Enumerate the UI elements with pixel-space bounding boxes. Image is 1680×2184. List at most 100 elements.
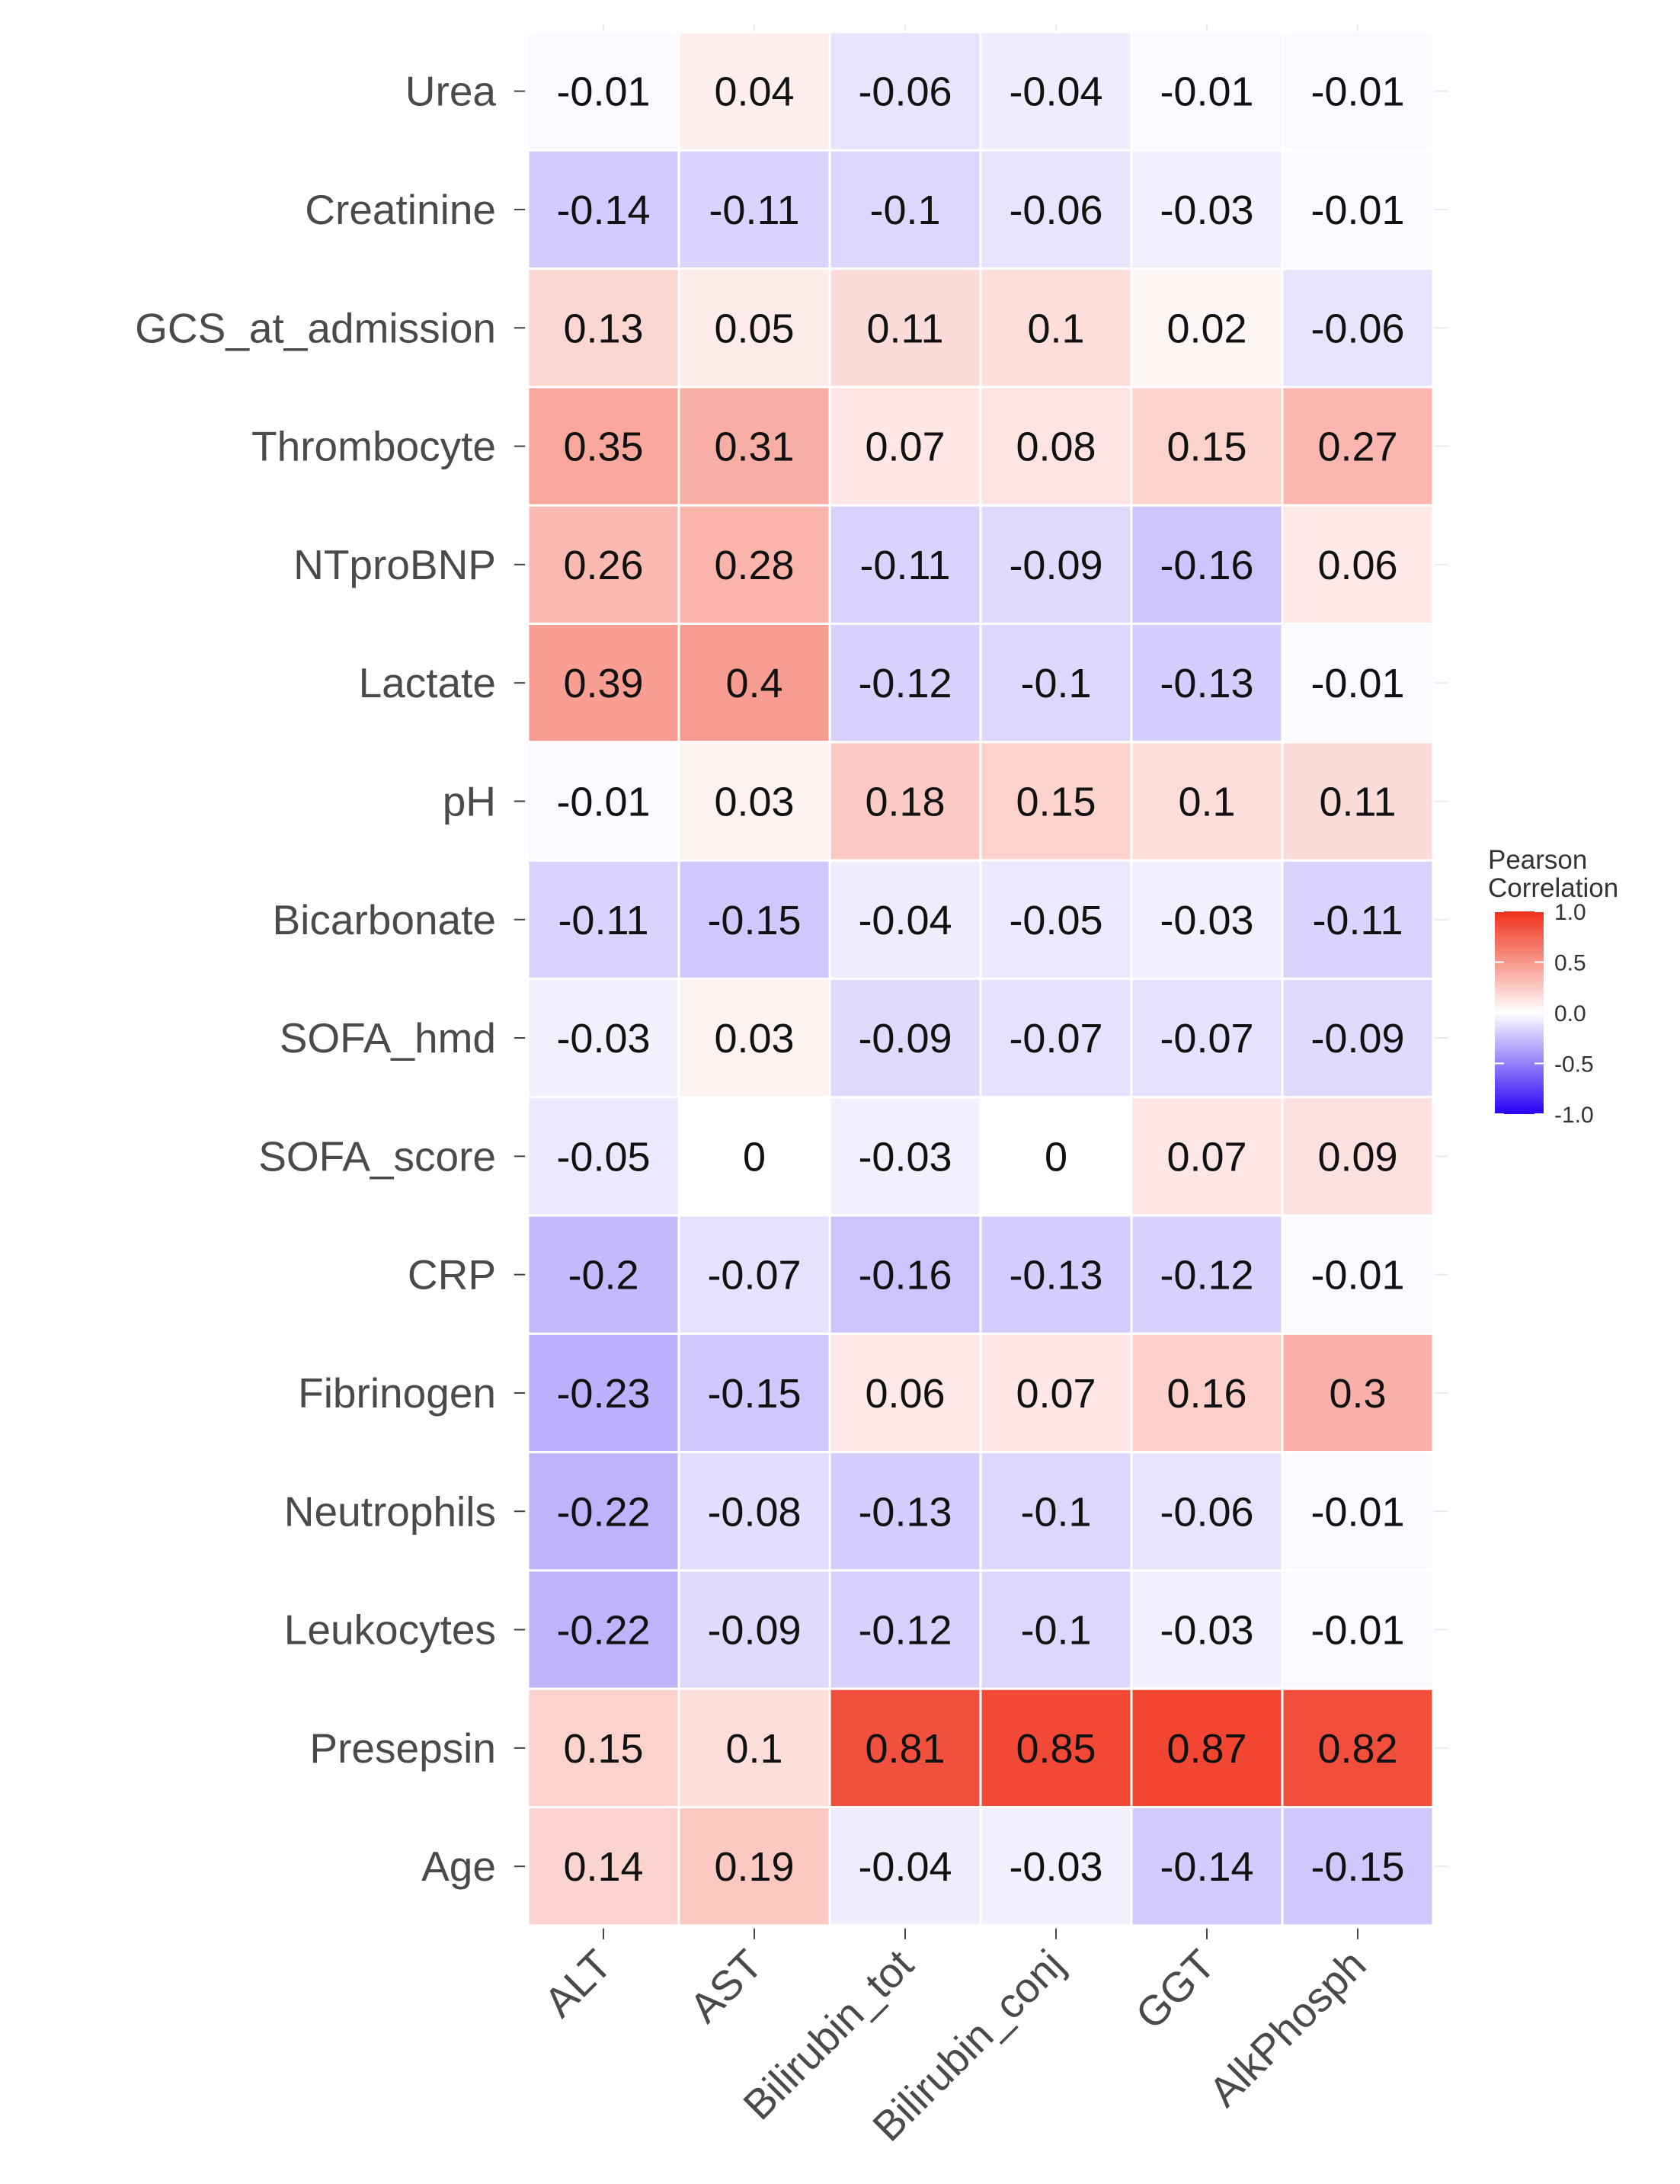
- cell-value-label: -0.11: [709, 187, 799, 233]
- heatmap-cell: [1281, 859, 1435, 980]
- heatmap-cell: [526, 504, 680, 626]
- heatmap-cell: [828, 1332, 982, 1454]
- cell-value-label: -0.03: [1160, 1608, 1253, 1654]
- cell-value-label: 0.07: [865, 424, 945, 470]
- legend-tick-label: 0.0: [1554, 1001, 1586, 1026]
- y-tick-label: Thrombocyte: [251, 423, 496, 470]
- cell-value-label: 0.06: [1317, 543, 1397, 588]
- cell-value-label: 0: [743, 1134, 766, 1180]
- cell-value-label: -0.07: [1160, 1016, 1253, 1062]
- cell-value-label: -0.09: [707, 1608, 801, 1654]
- cell-value-label: -0.1: [1020, 1489, 1091, 1535]
- heatmap-cell: [979, 1569, 1133, 1690]
- y-tick-label: Age: [421, 1843, 496, 1890]
- cell-value-label: -0.14: [1160, 1844, 1253, 1890]
- legend-tick-label: -0.5: [1554, 1052, 1594, 1078]
- heatmap-cell: [526, 1806, 680, 1927]
- cell-value-label: 0.09: [1317, 1134, 1397, 1180]
- y-tick-label: NTproBNP: [293, 541, 496, 588]
- cell-value-label: 0.3: [1329, 1371, 1386, 1417]
- cell-value-label: -0.01: [556, 779, 650, 825]
- heatmap-cell: [677, 1332, 831, 1454]
- cell-value-label: -0.22: [556, 1608, 650, 1654]
- heatmap-cell: [1130, 504, 1284, 626]
- cell-value-labels: -0.01 0.04 -0.06 -0.04 -0.01 -0.01 -0.14 -0.11 -…: [556, 69, 1404, 1890]
- cell-value-label: -0.12: [1160, 1253, 1253, 1299]
- cell-value-label: 0.04: [714, 69, 794, 115]
- cell-value-label: -0.11: [1312, 898, 1403, 943]
- cell-value-label: -0.01: [556, 69, 650, 115]
- heatmap-cell: [828, 623, 982, 744]
- heatmap-cell: [677, 1806, 831, 1927]
- cell-value-label: -0.13: [1160, 661, 1253, 706]
- cell-value-label: 0.06: [865, 1371, 945, 1417]
- cell-value-label: 0.35: [563, 424, 643, 470]
- legend-tick-label: 1.0: [1554, 900, 1586, 925]
- cell-value-label: -0.04: [1009, 69, 1102, 115]
- cell-value-label: -0.04: [858, 898, 952, 943]
- cell-value-label: -0.03: [858, 1134, 952, 1180]
- heatmap-cell: [1130, 859, 1284, 980]
- heatmap-cell: [1281, 504, 1435, 626]
- heatmap-cell: [979, 386, 1133, 507]
- cell-value-label: -0.15: [707, 898, 801, 943]
- cell-value-label: 0.07: [1016, 1371, 1096, 1417]
- y-tick-label: SOFA_hmd: [280, 1014, 496, 1062]
- cell-value-label: -0.22: [556, 1489, 650, 1535]
- cell-value-label: -0.04: [858, 1844, 952, 1890]
- heatmap-cell: [1281, 1687, 1435, 1808]
- heatmap-cell: [979, 1806, 1133, 1927]
- cell-value-label: -0.12: [858, 661, 952, 706]
- cell-value-label: -0.05: [556, 1134, 650, 1180]
- cell-value-label: -0.13: [1009, 1253, 1102, 1299]
- heatmap-cell: [677, 977, 831, 1099]
- cell-value-label: -0.01: [1310, 661, 1404, 706]
- cell-value-label: -0.03: [556, 1016, 650, 1062]
- x-tick-label: AST: [680, 1940, 771, 2031]
- cell-value-label: -0.1: [1020, 1608, 1091, 1654]
- heatmap-cell: [526, 1687, 680, 1808]
- heatmap-cell: [979, 1687, 1133, 1808]
- legend-tick-label: -1.0: [1554, 1103, 1594, 1128]
- cell-value-label: -0.01: [1310, 69, 1404, 115]
- heatmap-cell: [979, 1214, 1133, 1335]
- cell-value-label: -0.03: [1009, 1844, 1102, 1890]
- heatmap-cell: [526, 859, 680, 980]
- y-tick-label: Fibrinogen: [298, 1369, 496, 1417]
- cell-value-label: 0.15: [563, 1726, 643, 1772]
- cell-value-label: -0.15: [707, 1371, 801, 1417]
- heatmap-cell: [828, 1451, 982, 1572]
- cell-value-label: -0.09: [1009, 543, 1102, 588]
- cell-value-label: -0.07: [707, 1253, 801, 1299]
- heatmap-cell: [1130, 1332, 1284, 1454]
- heatmap-cell: [979, 1332, 1133, 1454]
- cell-value-label: -0.12: [858, 1608, 952, 1654]
- heatmap-cells: [526, 30, 1435, 1927]
- heatmap-cell: [1281, 1332, 1435, 1454]
- heatmap-cell: [1130, 386, 1284, 507]
- cell-value-label: -0.01: [1310, 1608, 1404, 1654]
- cell-value-label: -0.1: [869, 187, 940, 233]
- cell-value-label: -0.01: [1310, 187, 1404, 233]
- x-tick-label: GGT: [1126, 1940, 1224, 2038]
- heatmap-cell: [1281, 1569, 1435, 1690]
- cell-value-label: -0.15: [1310, 1844, 1404, 1890]
- cell-value-label: -0.09: [1310, 1016, 1404, 1062]
- cell-value-label: -0.05: [1009, 898, 1102, 943]
- y-tick-label: Neutrophils: [284, 1487, 496, 1535]
- cell-value-label: 0.14: [563, 1844, 643, 1890]
- heatmap-cell: [1130, 1569, 1284, 1690]
- cell-value-label: 0.16: [1166, 1371, 1246, 1417]
- y-tick-label: pH: [443, 777, 496, 825]
- cell-value-label: 0.02: [1166, 306, 1246, 351]
- y-tick-label: Urea: [405, 68, 497, 115]
- heatmap-cell: [526, 1214, 680, 1335]
- legend-title: Correlation: [1488, 873, 1618, 903]
- y-tick-label: GCS_at_admission: [135, 304, 496, 351]
- cell-value-label: 0.11: [866, 306, 943, 351]
- cell-value-label: 0: [1045, 1134, 1067, 1180]
- cell-value-label: -0.08: [707, 1489, 801, 1535]
- x-tick-label: ALT: [535, 1940, 620, 2025]
